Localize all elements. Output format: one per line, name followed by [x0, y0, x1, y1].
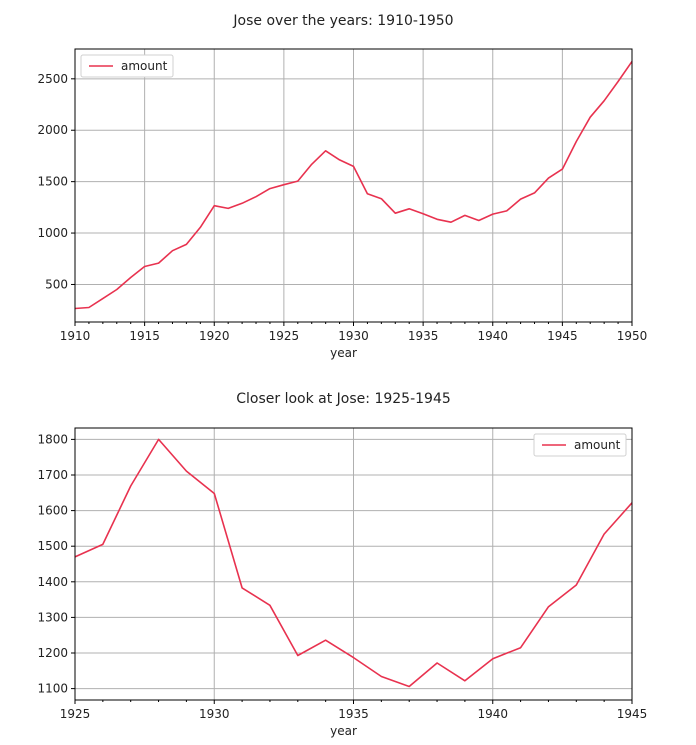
chart-1: Jose over the years: 1910-1950 1910 1915 19…: [37, 13, 647, 360]
y-tick-label: 1000: [37, 226, 68, 240]
y-tick-label: 2000: [37, 123, 68, 137]
x-tick-label: 1935: [338, 707, 369, 721]
x-tick-label: 1940: [477, 707, 508, 721]
y-tick-label: 1800: [37, 432, 68, 446]
x-axis-label: year: [330, 346, 357, 360]
series-line-amount: [74, 60, 633, 310]
y-tick-label: 1200: [37, 646, 68, 660]
y-tick-label: 1500: [37, 175, 68, 189]
y-tick-label: 1500: [37, 539, 68, 553]
legend: amount: [80, 54, 174, 78]
y-tick-label: 1700: [37, 468, 68, 482]
y-tick-label: 2500: [37, 72, 68, 86]
x-tick-label: 1940: [477, 329, 508, 343]
x-tick-label: 1925: [60, 707, 91, 721]
y-tick-label: 500: [45, 277, 68, 291]
x-tick-label: 1945: [617, 707, 648, 721]
x-tick-label: 1925: [269, 329, 300, 343]
x-tick-label: 1920: [199, 329, 230, 343]
x-tick-label: 1935: [408, 329, 439, 343]
x-tick-label: 1930: [338, 329, 369, 343]
x-tick-label: 1915: [129, 329, 160, 343]
y-tick-label: 1400: [37, 575, 68, 589]
legend-label: amount: [121, 59, 168, 73]
series-line-amount: [74, 438, 633, 688]
chart-title: Jose over the years: 1910-1950: [232, 13, 453, 29]
axes-frame: [74, 48, 633, 323]
legend-box: [533, 433, 627, 457]
x-tick-label: 1945: [547, 329, 578, 343]
axes-frame: [74, 427, 633, 701]
legend: amount: [533, 433, 627, 457]
x-tick-label: 1950: [617, 329, 648, 343]
legend-box: [80, 54, 174, 78]
y-tick-label: 1300: [37, 610, 68, 624]
legend-label: amount: [574, 438, 621, 452]
y-tick-label: 1100: [37, 682, 68, 696]
x-tick-label: 1910: [60, 329, 91, 343]
chart-title: Closer look at Jose: 1925-1945: [236, 391, 451, 407]
x-axis-label: year: [330, 724, 357, 738]
chart-2: Closer look at Jose: 1925-1945 1925 1930 19…: [37, 391, 647, 738]
x-tick-label: 1930: [199, 707, 230, 721]
y-tick-label: 1600: [37, 504, 68, 518]
